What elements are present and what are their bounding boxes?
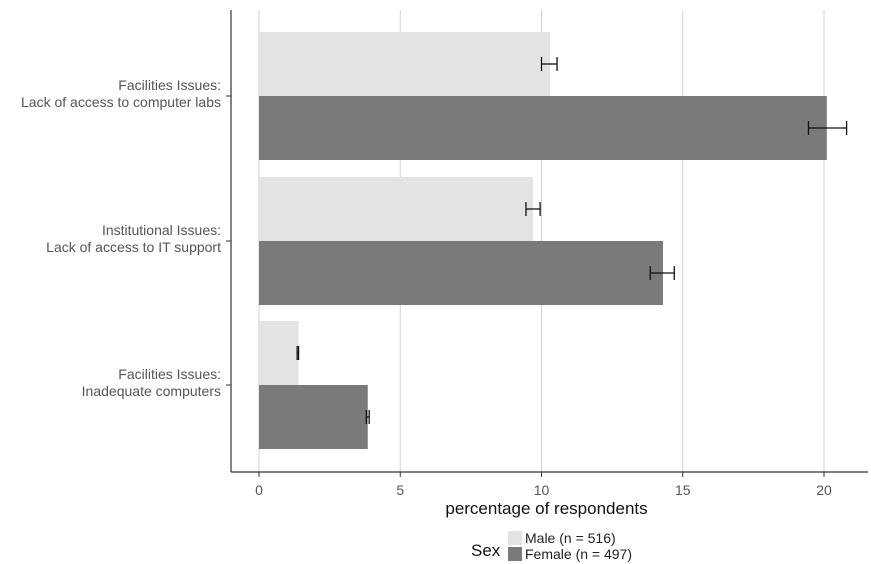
category-label-line: Lack of access to computer labs <box>21 94 221 110</box>
category-label-line: Lack of access to IT support <box>46 239 221 255</box>
x-tick-label: 10 <box>534 482 550 498</box>
bar <box>259 96 827 160</box>
x-tick-labels: 0 5 10 15 20 <box>255 472 832 498</box>
x-tick-label: 0 <box>255 482 263 498</box>
legend-label: Male (n = 516) <box>525 530 616 546</box>
legend: Sex Male (n = 516)Female (n = 497) <box>471 530 632 562</box>
category-label-line: Facilities Issues: <box>118 77 221 93</box>
legend-title: Sex <box>471 541 501 560</box>
x-tick-label: 20 <box>816 482 832 498</box>
category-label-line: Facilities Issues: <box>118 366 221 382</box>
bar <box>259 32 550 96</box>
legend-label: Female (n = 497) <box>525 546 632 562</box>
category-label: Institutional Issues: Lack of access to I… <box>46 222 221 255</box>
category-label-line: Inadequate computers <box>82 383 221 399</box>
legend-swatch <box>508 531 522 545</box>
category-label-line: Institutional Issues: <box>102 222 221 238</box>
bar <box>259 385 368 449</box>
bar <box>259 177 534 241</box>
bar <box>259 241 663 305</box>
x-tick-label: 5 <box>396 482 404 498</box>
bar <box>259 321 299 385</box>
error-bars <box>296 57 848 424</box>
legend-swatch <box>508 547 522 561</box>
x-tick-label: 15 <box>675 482 691 498</box>
category-label: Facilities Issues: Lack of access to comp… <box>21 77 221 110</box>
category-labels: Facilities Issues: Lack of access to comp… <box>21 77 231 399</box>
bars <box>259 32 827 449</box>
category-label: Facilities Issues: Inadequate computers <box>82 366 221 399</box>
x-axis-title: percentage of respondents <box>445 499 647 518</box>
